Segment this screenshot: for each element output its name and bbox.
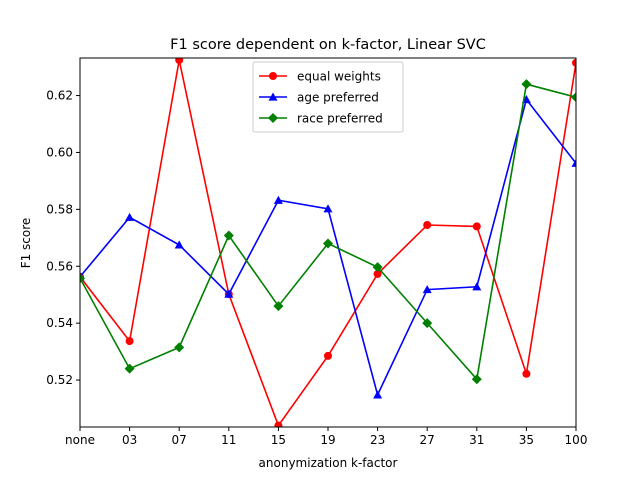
data-point [571,92,576,103]
data-point [323,204,333,213]
data-point [224,289,234,298]
y-tick-label: 0.56 [46,259,73,273]
x-tick-label: 11 [221,433,236,447]
data-point [323,238,333,249]
chart-title: F1 score dependent on k-factor, Linear S… [170,37,486,53]
data-point [372,262,383,273]
data-point [174,240,184,249]
data-point [324,351,332,360]
x-tick-label: none [65,433,95,447]
data-point [273,301,284,312]
data-point [423,221,432,230]
legend-marker [269,72,277,80]
series-race-preferred [80,79,576,385]
x-tick-label: 100 [565,433,588,447]
data-point [80,273,85,284]
legend-entry: equal weights [259,70,381,84]
data-point [274,421,283,427]
legend-marker [268,92,278,101]
data-point [571,158,576,167]
legend-label: age preferred [297,91,379,105]
series-equal-weights [80,58,576,427]
data-point [471,374,482,385]
y-axis: 0.52 0.54 0.56 0.58 0.60 0.62 [46,89,80,387]
x-tick-label: 15 [271,433,286,447]
data-point [522,369,531,378]
data-point [373,269,382,278]
x-tick-label: 19 [320,433,335,447]
x-tick-label: 23 [370,433,385,447]
x-tick-label: 03 [122,433,137,447]
data-point [422,285,432,294]
series-age-preferred [80,95,576,399]
legend-entry: age preferred [259,91,379,105]
data-point [572,58,576,67]
x-tick-label: 27 [420,433,435,447]
data-point [223,230,234,241]
data-point [422,318,433,329]
data-point [472,282,482,291]
data-point [521,79,532,90]
y-tick-label: 0.54 [46,316,73,330]
data-point [373,390,383,399]
data-point [175,58,184,64]
legend-box [252,61,404,133]
data-point [273,195,283,204]
y-axis-label: F1 score [19,218,33,269]
data-point [125,212,135,221]
data-point [125,337,134,346]
data-point [174,342,185,353]
y-tick-label: 0.58 [46,202,73,216]
legend-label: race preferred [297,112,383,126]
x-tick-label: 35 [519,433,534,447]
y-tick-label: 0.52 [46,373,73,387]
legend-label: equal weights [297,70,381,84]
legend: equal weights age preferred race preferred [252,61,404,133]
data-point [124,363,135,374]
series-layer [80,58,576,427]
x-axis-label: anonymization k-factor [259,456,398,470]
data-point [472,222,481,231]
legend-marker [268,113,278,123]
y-tick-label: 0.62 [46,89,73,103]
y-tick-label: 0.60 [46,145,73,159]
x-tick-label: 07 [172,433,187,447]
x-axis: none 03 07 11 15 19 23 27 31 35 100 [65,427,587,447]
x-tick-label: 31 [469,433,484,447]
legend-entry: race preferred [259,112,383,126]
